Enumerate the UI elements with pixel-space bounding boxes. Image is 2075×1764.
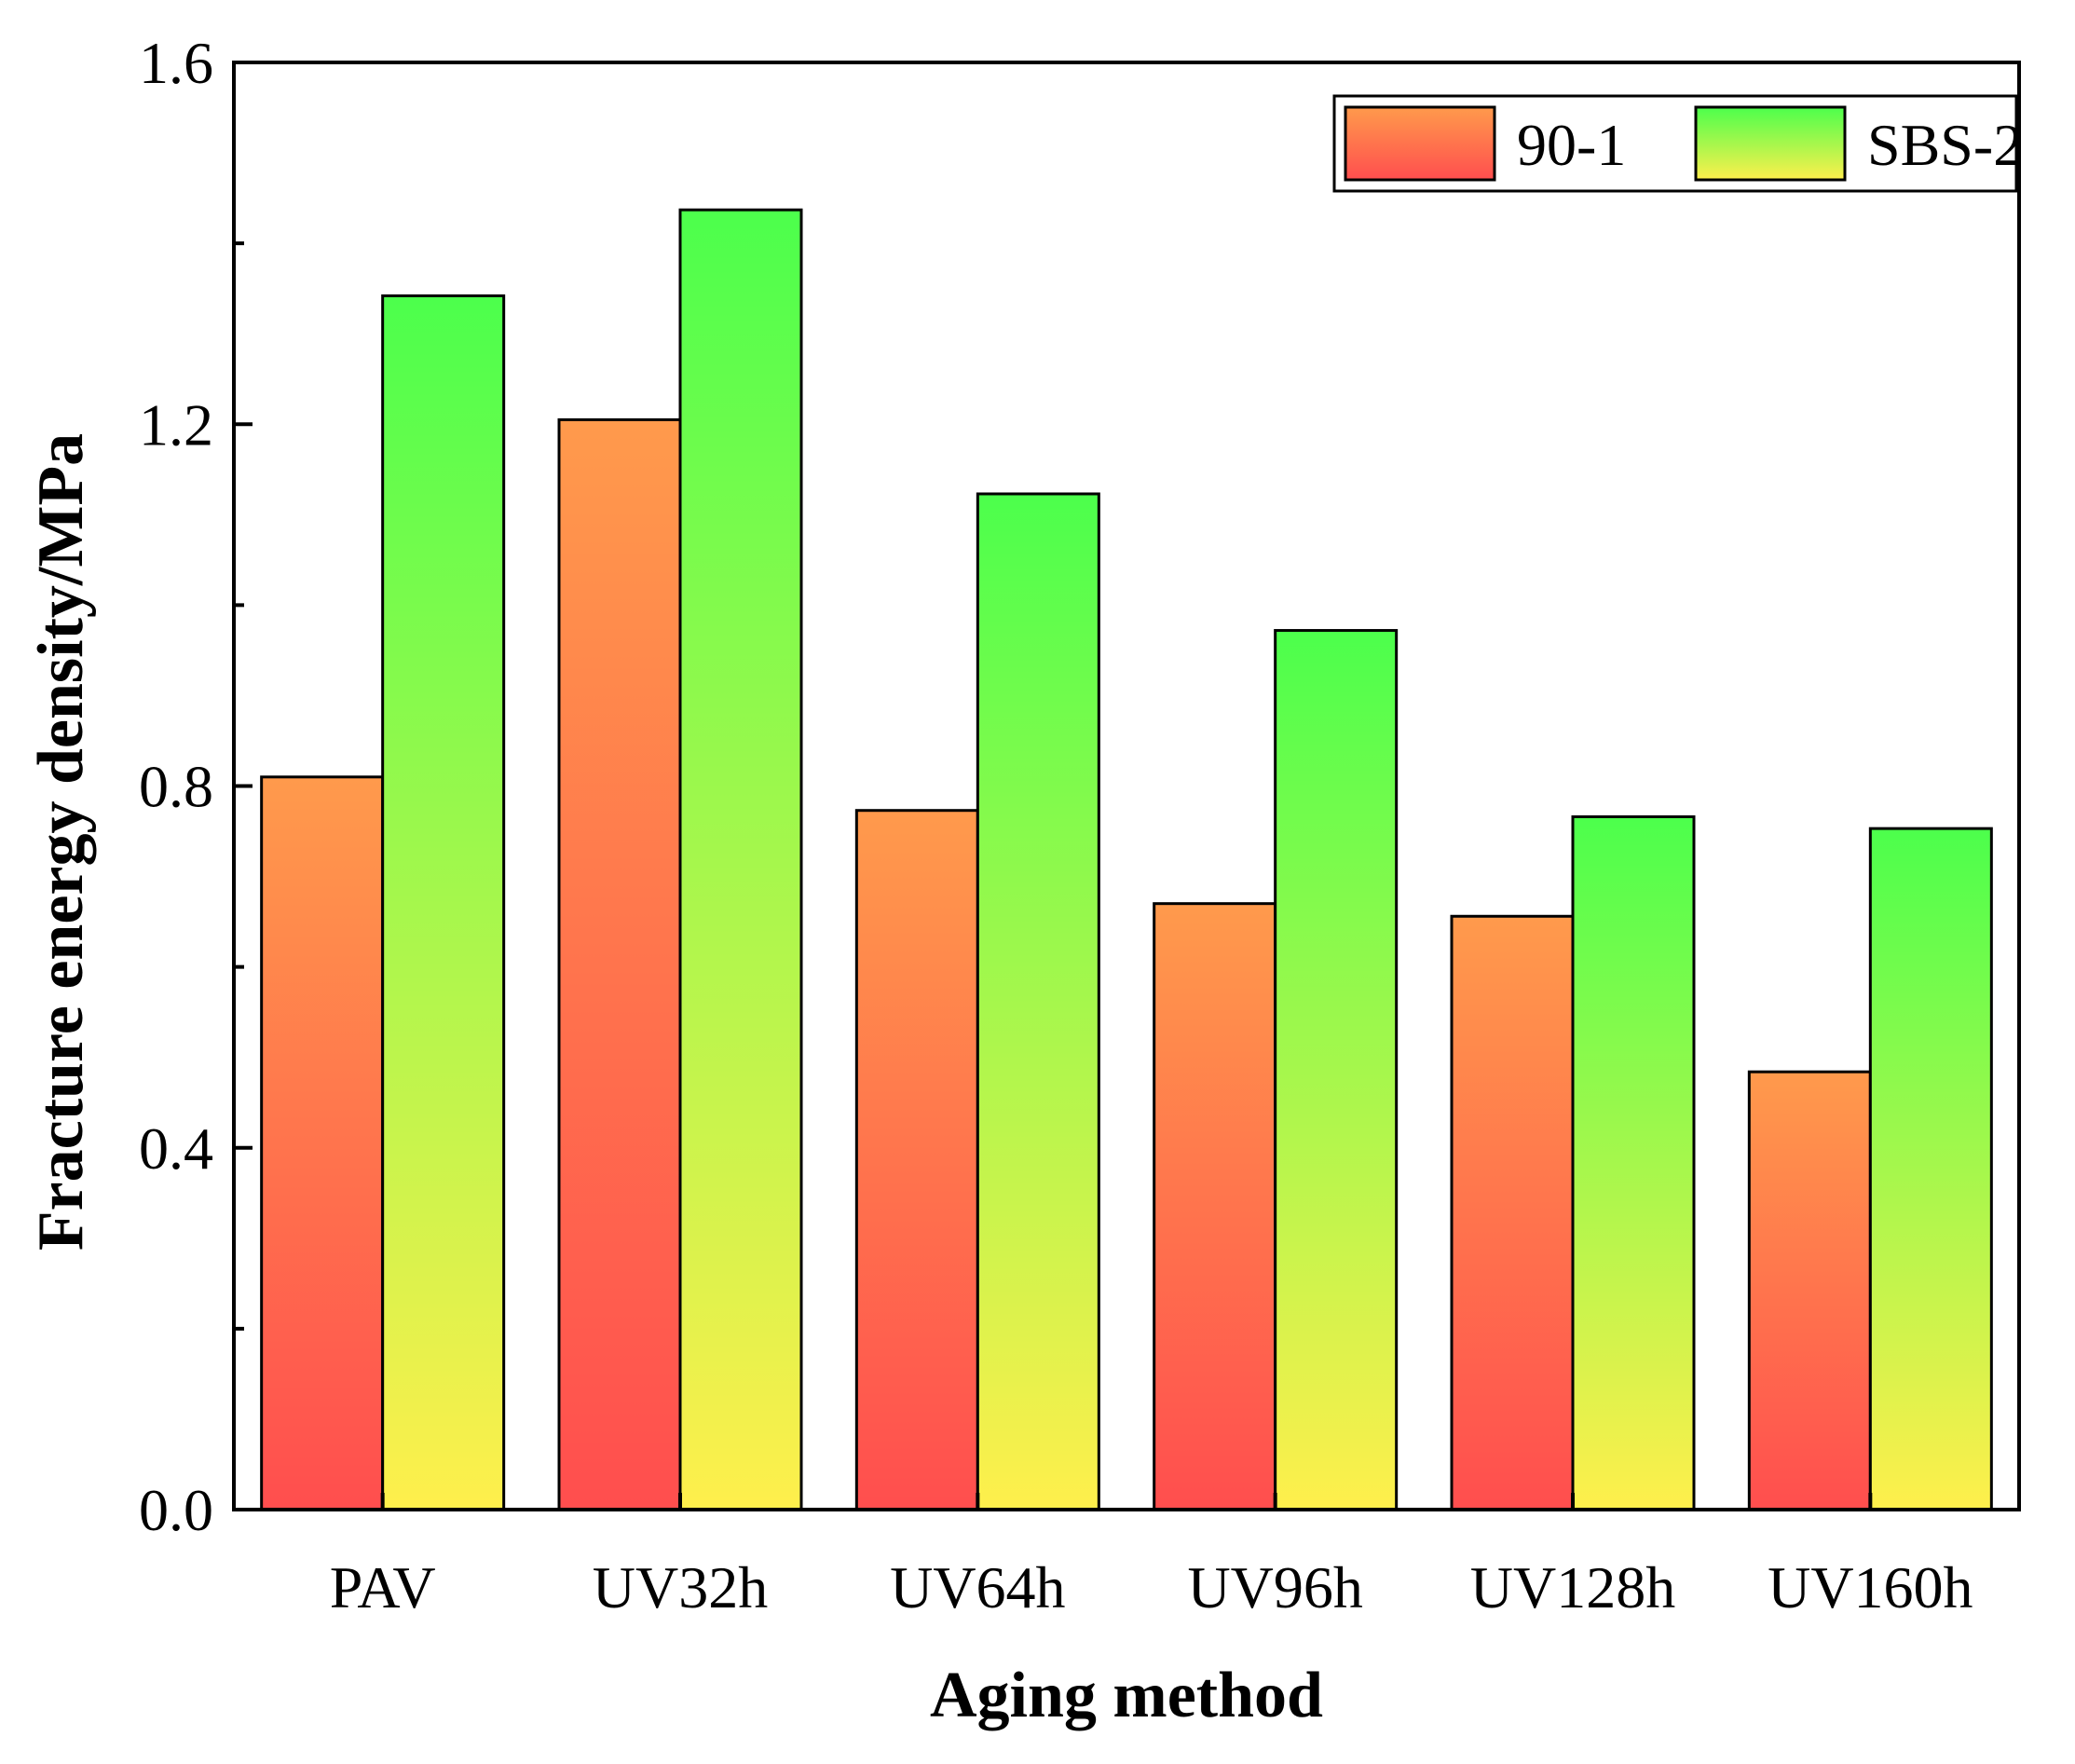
y-tick-label: 1.6 (139, 30, 213, 96)
y-axis-title: Fracture energy density/MPa (25, 433, 97, 1251)
bar-SBS-2-UV160h (1868, 827, 1993, 1511)
y-tick-label: 0.8 (139, 754, 213, 820)
x-tick-label: UV64h (890, 1554, 1065, 1620)
bar-90-1-UV64h (854, 809, 979, 1511)
bar-SBS-2-UV64h (976, 492, 1100, 1511)
y-tick-label: 1.2 (139, 391, 213, 458)
x-ticks: PAV UV32h UV64h UV96h UV128h UV160h (330, 1493, 1973, 1620)
bar-SBS-2-UV32h (678, 208, 803, 1511)
bar-90-1-UV32h (557, 417, 682, 1511)
x-tick-label: UV160h (1768, 1554, 1973, 1620)
legend-label-SBS-2: SBS-2 (1867, 112, 2023, 178)
y-tick-label: 0.0 (139, 1477, 213, 1543)
legend: 90-1 SBS-2 (1332, 94, 2023, 193)
bars-layer (260, 208, 1993, 1511)
bar-90-1-PAV (260, 775, 385, 1511)
x-tick-label: UV32h (593, 1554, 768, 1620)
x-tick-label: UV128h (1470, 1554, 1675, 1620)
x-axis-title: Aging method (930, 1660, 1323, 1731)
bar-90-1-UV160h (1747, 1070, 1872, 1511)
legend-label-90-1: 90-1 (1517, 112, 1626, 178)
bar-SBS-2-UV96h (1274, 629, 1399, 1511)
bar-90-1-UV96h (1153, 902, 1277, 1511)
x-tick-label: PAV (330, 1554, 436, 1620)
bar-90-1-UV128h (1450, 914, 1575, 1511)
y-tick-label: 0.4 (139, 1115, 213, 1182)
legend-swatch-90-1 (1344, 105, 1496, 182)
bar-SBS-2-UV128h (1571, 815, 1696, 1511)
bar-SBS-2-PAV (381, 294, 506, 1511)
x-tick-label: UV96h (1187, 1554, 1362, 1620)
y-ticks: 0.0 0.4 0.8 1.2 1.6 (139, 30, 253, 1543)
legend-swatch-SBS-2 (1694, 105, 1847, 182)
